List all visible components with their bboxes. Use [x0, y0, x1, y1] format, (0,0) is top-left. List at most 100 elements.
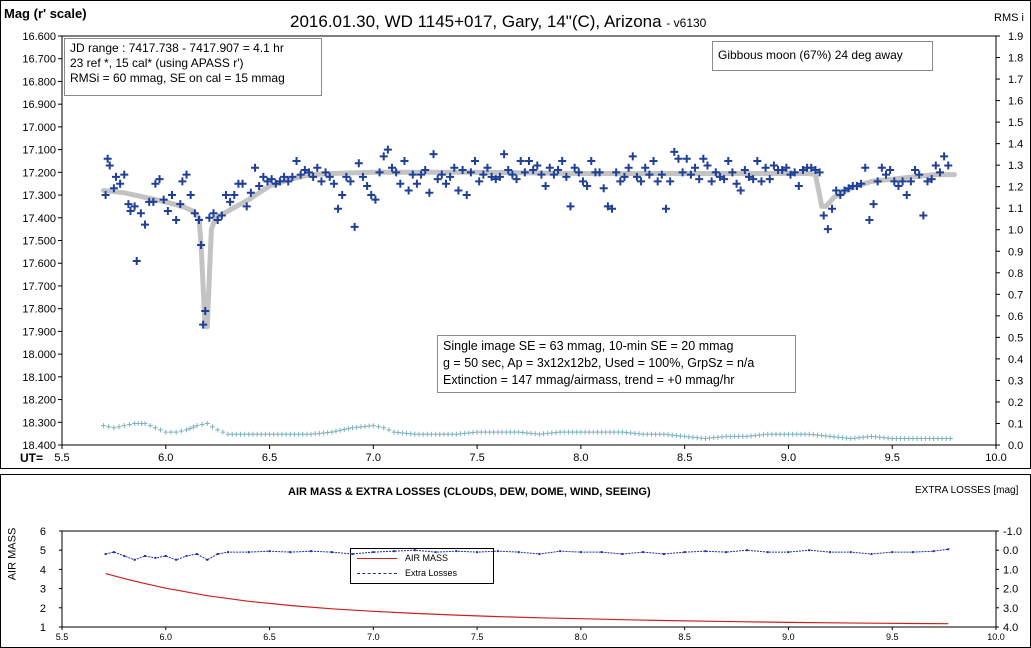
mag-point [836, 191, 845, 200]
mag-point [292, 156, 301, 165]
mag-point [757, 177, 766, 186]
extra-losses-point [268, 550, 271, 553]
bottom-y-tick-label: 5 [40, 545, 46, 557]
mag-point [346, 177, 355, 186]
mag-point [126, 206, 135, 215]
mag-point [516, 156, 525, 165]
mag-point [578, 177, 587, 186]
bottom-x-tick-label: 8.5 [678, 632, 691, 642]
mag-point [321, 168, 330, 177]
mag-point [533, 161, 542, 170]
mag-point [217, 211, 226, 220]
mag-point [529, 166, 538, 175]
mag-point [317, 177, 326, 186]
mag-point [500, 150, 509, 159]
mag-point [103, 154, 112, 163]
top-y2-tick-label: 1.9 [1008, 31, 1023, 43]
mag-point [566, 202, 575, 211]
mag-point [520, 168, 529, 177]
mag-point [475, 177, 484, 186]
rms-point [333, 428, 339, 434]
extra-losses-point [195, 553, 198, 556]
mag-point [437, 170, 446, 179]
top-y2-tick-label: 0.9 [1008, 246, 1023, 258]
mag-point [877, 163, 886, 172]
mag-point [724, 156, 733, 165]
extra-losses-point [745, 549, 748, 552]
mag-point [172, 216, 181, 225]
top-y2-tick-label: 1.0 [1008, 225, 1023, 237]
bottom-y-tick-label: 6 [40, 526, 46, 538]
mag-point [931, 161, 940, 170]
top-y2-tick-label: 0.7 [1008, 289, 1023, 301]
mag-point [504, 166, 513, 175]
top-y2-tick-label: 0.5 [1008, 332, 1023, 344]
extra-losses-point [947, 548, 950, 551]
mag-point [786, 170, 795, 179]
bottom-y2-tick-label: 1.0 [1003, 564, 1018, 576]
extra-losses-line [105, 548, 949, 561]
mag-point [199, 320, 208, 329]
bottom-chart-title: AIR MASS & EXTRA LOSSES (CLOUDS, DEW, DO… [288, 486, 651, 498]
mag-point [703, 161, 712, 170]
mag-point [811, 166, 820, 175]
mag-point [807, 163, 816, 172]
mag-point [213, 216, 222, 225]
mag-point [392, 168, 401, 177]
airmass-line [105, 573, 949, 625]
moon-text: Gibbous moon (67%) 24 deg away [718, 48, 903, 62]
mag-point [350, 222, 359, 231]
bottom-x-tick-label: 7.5 [471, 632, 484, 642]
extra-losses-point [372, 551, 375, 554]
top-x-tick-label: 9.0 [781, 452, 796, 464]
mag-point [221, 191, 230, 200]
rms-point [204, 420, 210, 426]
mag-point [782, 163, 791, 172]
mag-point [915, 170, 924, 179]
stats-line-2: g = 50 sec, Ap = 3x12x12b2, Used = 100%,… [443, 356, 755, 370]
extra-losses-point [413, 549, 416, 552]
mag-point [753, 156, 762, 165]
top-x-tick-label: 9.5 [885, 452, 900, 464]
mag-point [288, 172, 297, 181]
bottom-x-tick-label: 9.5 [886, 632, 899, 642]
info-line-2: 23 ref *, 15 cal* (using APASS r') [70, 56, 244, 70]
bottom-y-tick-label: 3 [40, 584, 46, 596]
legend-swatch-airmass [357, 558, 397, 560]
mag-point [512, 175, 521, 184]
mag-point [309, 172, 318, 181]
top-y-axis-label: Mag (r' scale) [4, 6, 87, 21]
extra-losses-point [476, 551, 479, 554]
mag-point [304, 168, 313, 177]
mag-point [105, 161, 114, 170]
mag-point [412, 179, 421, 188]
mag-point [487, 172, 496, 181]
rms-point [158, 427, 164, 433]
bottom-y-tick-label: 1 [40, 622, 46, 634]
mag-point [280, 172, 289, 181]
extra-losses-point [725, 551, 728, 554]
top-y-tick-label: 17.400 [22, 213, 56, 225]
mag-point [923, 177, 932, 186]
rms-point [381, 425, 387, 431]
top-y-tick-label: 17.200 [22, 167, 56, 179]
top-y2-tick-label: 1.6 [1008, 96, 1023, 108]
mag-point [761, 163, 770, 172]
mag-point [111, 172, 120, 181]
top-x-tick-label: 5.5 [54, 452, 69, 464]
top-x-tick-label: 7.0 [366, 452, 381, 464]
version-label: - v6130 [666, 16, 707, 30]
top-y2-tick-label: 1.1 [1008, 203, 1023, 215]
mag-point [441, 179, 450, 188]
extra-losses-point [310, 550, 313, 553]
rms-point [168, 429, 174, 435]
mag-point [823, 225, 832, 234]
top-y2-tick-label: 1.2 [1008, 182, 1023, 194]
mag-point [466, 168, 475, 177]
mag-point [691, 163, 700, 172]
top-chart-title: 2016.01.30, WD 1145+017, Gary, 14"(C), A… [290, 12, 706, 32]
mag-point [620, 172, 629, 181]
mag-point [136, 209, 145, 218]
mag-point [695, 175, 704, 184]
mag-point [678, 168, 687, 177]
